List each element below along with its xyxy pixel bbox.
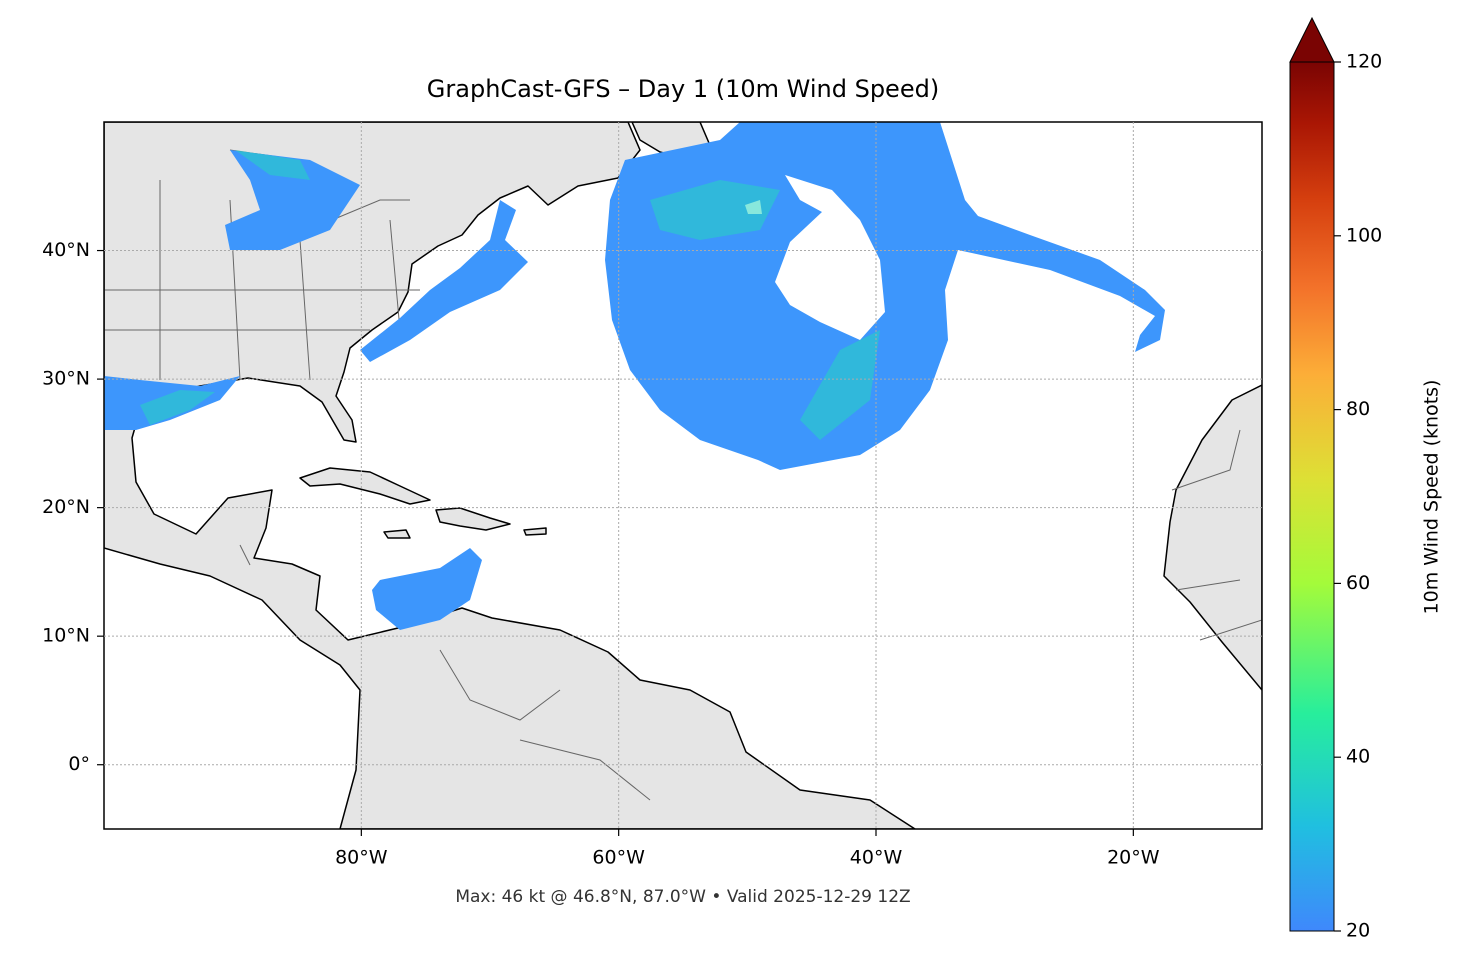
y-tick-label: 0° (68, 753, 90, 775)
basemap (104, 122, 1262, 829)
colorbar-tick-label: 80 (1346, 398, 1370, 420)
colorbar-tick-label: 120 (1346, 51, 1382, 73)
x-tick-label: 80°W (335, 847, 388, 869)
borders (104, 180, 1262, 801)
colorbar-tick-label: 20 (1346, 920, 1370, 942)
storm-core (650, 180, 880, 440)
wind-field (104, 122, 1165, 630)
y-tick-label: 40°N (42, 239, 90, 261)
jamaica (383, 529, 411, 539)
y-tick-label: 30°N (42, 368, 90, 390)
hispaniola (435, 507, 511, 531)
map-title: GraphCast-GFS – Day 1 (10m Wind Speed) (427, 75, 939, 103)
colorbar (1289, 61, 1335, 932)
great-lakes-core (235, 150, 310, 180)
caribbean-winds (372, 548, 482, 630)
x-tick-label: 20°W (1107, 847, 1160, 869)
americas (104, 122, 916, 829)
x-tick-label: 60°W (592, 847, 645, 869)
y-tick-label: 20°N (42, 496, 90, 518)
colorbar-extend (1289, 16, 1335, 63)
africa (1163, 384, 1262, 691)
colorbar-tick-label: 60 (1346, 572, 1370, 594)
great-lakes-winds (225, 150, 360, 250)
footnote: Max: 46 kt @ 46.8°N, 87.0°W • Valid 2025… (455, 887, 910, 907)
plot-frame (103, 121, 1263, 830)
puerto-rico (523, 527, 547, 536)
colorbar-label: 10m Wind Speed (knots) (1421, 380, 1443, 615)
east-coast-winds (360, 200, 528, 362)
colorbar-tick-label: 100 (1346, 224, 1382, 246)
gulf-core (140, 390, 215, 425)
cuba (299, 467, 431, 505)
y-tick-label: 10°N (42, 625, 90, 647)
x-tick-label: 40°W (850, 847, 903, 869)
colorbar-tick-label: 40 (1346, 746, 1370, 768)
